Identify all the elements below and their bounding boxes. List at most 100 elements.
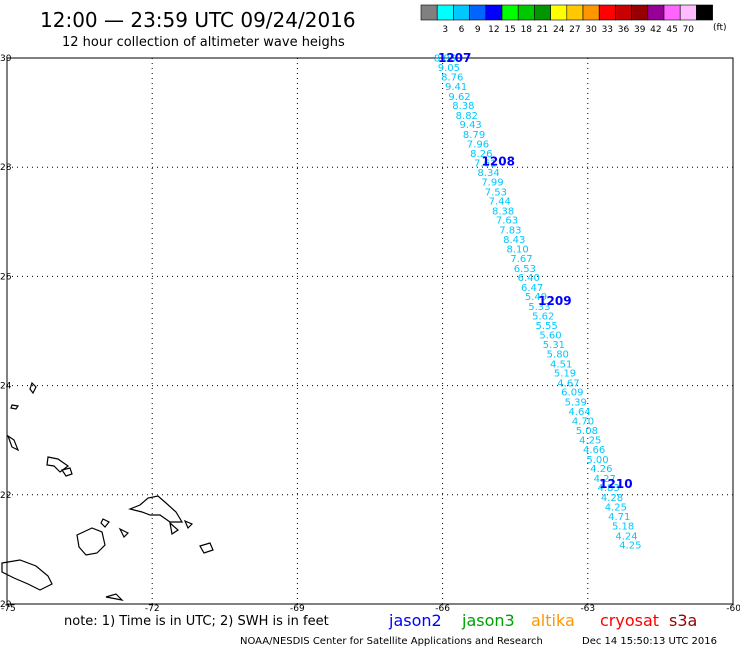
colorbar-swatch	[582, 4, 600, 21]
wave-height-label: 7.96	[467, 139, 489, 150]
wave-height-label: 7.44	[489, 197, 511, 208]
satellite-name-altika: altika	[531, 611, 575, 630]
wave-height-label: 4.70	[572, 417, 594, 428]
wave-height-label: 9.62	[448, 92, 470, 103]
wave-height-label: 6.09	[561, 388, 583, 399]
wave-height-label: 8.43	[503, 235, 525, 246]
colorbar-swatch	[485, 4, 503, 21]
colorbar-swatch	[469, 4, 487, 21]
map-subtitle: 12 hour collection of altimeter wave hei…	[62, 35, 345, 50]
wave-height-label: 8.38	[452, 101, 474, 112]
colorbar-swatch	[453, 4, 470, 21]
island-outline	[128, 495, 184, 523]
colorbar-swatch	[647, 4, 665, 21]
wave-height-label: 9.41	[445, 82, 467, 93]
wave-height-label: 5.80	[547, 349, 569, 360]
colorbar-swatch	[501, 4, 519, 21]
island-outline	[100, 518, 110, 528]
map-frame	[6, 57, 734, 605]
wave-height-label: 7.67	[510, 254, 532, 265]
island-outline	[46, 456, 70, 473]
wave-height-label: 8.10	[506, 245, 528, 256]
pass-time-label: 1207	[438, 51, 471, 65]
wave-height-label: 8.86	[434, 54, 456, 65]
colorbar-swatch	[679, 4, 697, 21]
altimeter-track: 8.869.058.769.419.628.388.829.438.797.96…	[434, 51, 642, 552]
island-outline	[105, 593, 124, 601]
wave-height-label: 5.19	[554, 369, 576, 380]
wave-height-label: 8.38	[492, 206, 514, 217]
island-outline	[6, 434, 20, 452]
wave-height-label: 5.00	[586, 455, 608, 466]
wave-height-label: 7.53	[485, 187, 507, 198]
colorbar-tick-label: 12	[488, 25, 499, 35]
wave-height-label: 7.63	[496, 216, 518, 227]
wave-height-label: 5.62	[532, 311, 554, 322]
colorbar-tick-label: 15	[504, 25, 515, 35]
wave-height-label: 5.60	[539, 330, 561, 341]
pass-time-label: 1209	[538, 294, 571, 308]
colorbar-unit: (ft)	[713, 23, 727, 33]
wave-height-label: 4.83	[597, 483, 619, 494]
wave-height-label: 4.25	[619, 541, 641, 552]
satellite-name-jason3: jason3	[461, 611, 515, 630]
wave-height-label: 4.24	[615, 531, 637, 542]
island-outline	[10, 404, 20, 410]
wave-height-label: 4.28	[601, 493, 623, 504]
colorbar-tick-label: 18	[521, 25, 533, 35]
colorbar-tick-label: 70	[683, 25, 695, 35]
wave-height-label: 4.25	[579, 436, 601, 447]
colorbar-tick-label: 42	[650, 25, 661, 35]
lat-tick-label: 28	[0, 163, 12, 173]
wave-height-label: 6.47	[521, 283, 543, 294]
wave-height-label: 5.18	[612, 521, 634, 532]
lat-tick-label: 30	[0, 54, 12, 64]
wave-height-label: 4.51	[550, 359, 572, 370]
wave-height-label: 5.55	[536, 321, 558, 332]
wave-height-label: 5.33	[528, 302, 550, 313]
colorbar-tick-label: 3	[442, 25, 448, 35]
island-outline	[29, 381, 37, 395]
footer-timestamp: Dec 14 15:50:13 UTC 2016	[582, 636, 717, 647]
island-outline	[76, 527, 106, 556]
lat-tick-label: 22	[0, 491, 11, 501]
pass-time-label: 1210	[599, 477, 632, 491]
lon-tick-label: -69	[290, 604, 305, 614]
colorbar-tick-label: 6	[459, 25, 465, 35]
wave-height-label: 7.61	[474, 158, 496, 169]
colorbar-swatch	[696, 4, 713, 21]
lon-tick-label: -72	[145, 604, 160, 614]
island-outline	[61, 467, 73, 477]
island-outline	[169, 521, 179, 536]
colorbar-tick-label: 33	[602, 25, 613, 35]
island-outline	[1, 559, 53, 591]
colorbar-swatch	[615, 4, 632, 21]
coastline-islands	[1, 381, 214, 601]
wave-height-label: 4.67	[557, 378, 579, 389]
colorbar-tick-label: 36	[618, 25, 630, 35]
footer-note: note: 1) Time is in UTC; 2) SWH is in fe…	[64, 614, 329, 629]
wave-height-label: 8.82	[456, 111, 478, 122]
wave-height-label: 5.49	[525, 292, 547, 303]
colorbar-tick-label: 9	[475, 25, 481, 35]
wave-height-label: 6.40	[518, 273, 540, 284]
colorbar-tick-label: 24	[553, 25, 565, 35]
map-grid: 30 28 26 24 22 20-75 -72 -69 -66 -63 -60	[0, 54, 740, 614]
island-outline	[183, 519, 194, 530]
island-outline	[199, 542, 214, 554]
wave-height-label: 4.25	[605, 502, 627, 513]
colorbar-tick-label: 27	[569, 25, 580, 35]
colorbar-tick-label: 39	[634, 25, 646, 35]
island-outline	[118, 527, 130, 539]
colorbar-swatch	[420, 4, 438, 21]
map-title: 12:00 — 23:59 UTC 09/24/2016	[40, 8, 356, 32]
lon-tick-label: -75	[1, 604, 16, 614]
colorbar-tick-label: 45	[666, 25, 677, 35]
satellite-name-jason2: jason2	[388, 611, 442, 630]
wave-height-label: 4.64	[568, 407, 590, 418]
wave-height-label: 8.79	[463, 130, 485, 141]
colorbar-swatch	[663, 4, 681, 21]
lon-tick-label: -66	[435, 604, 450, 614]
colorbar-swatch	[598, 4, 616, 21]
